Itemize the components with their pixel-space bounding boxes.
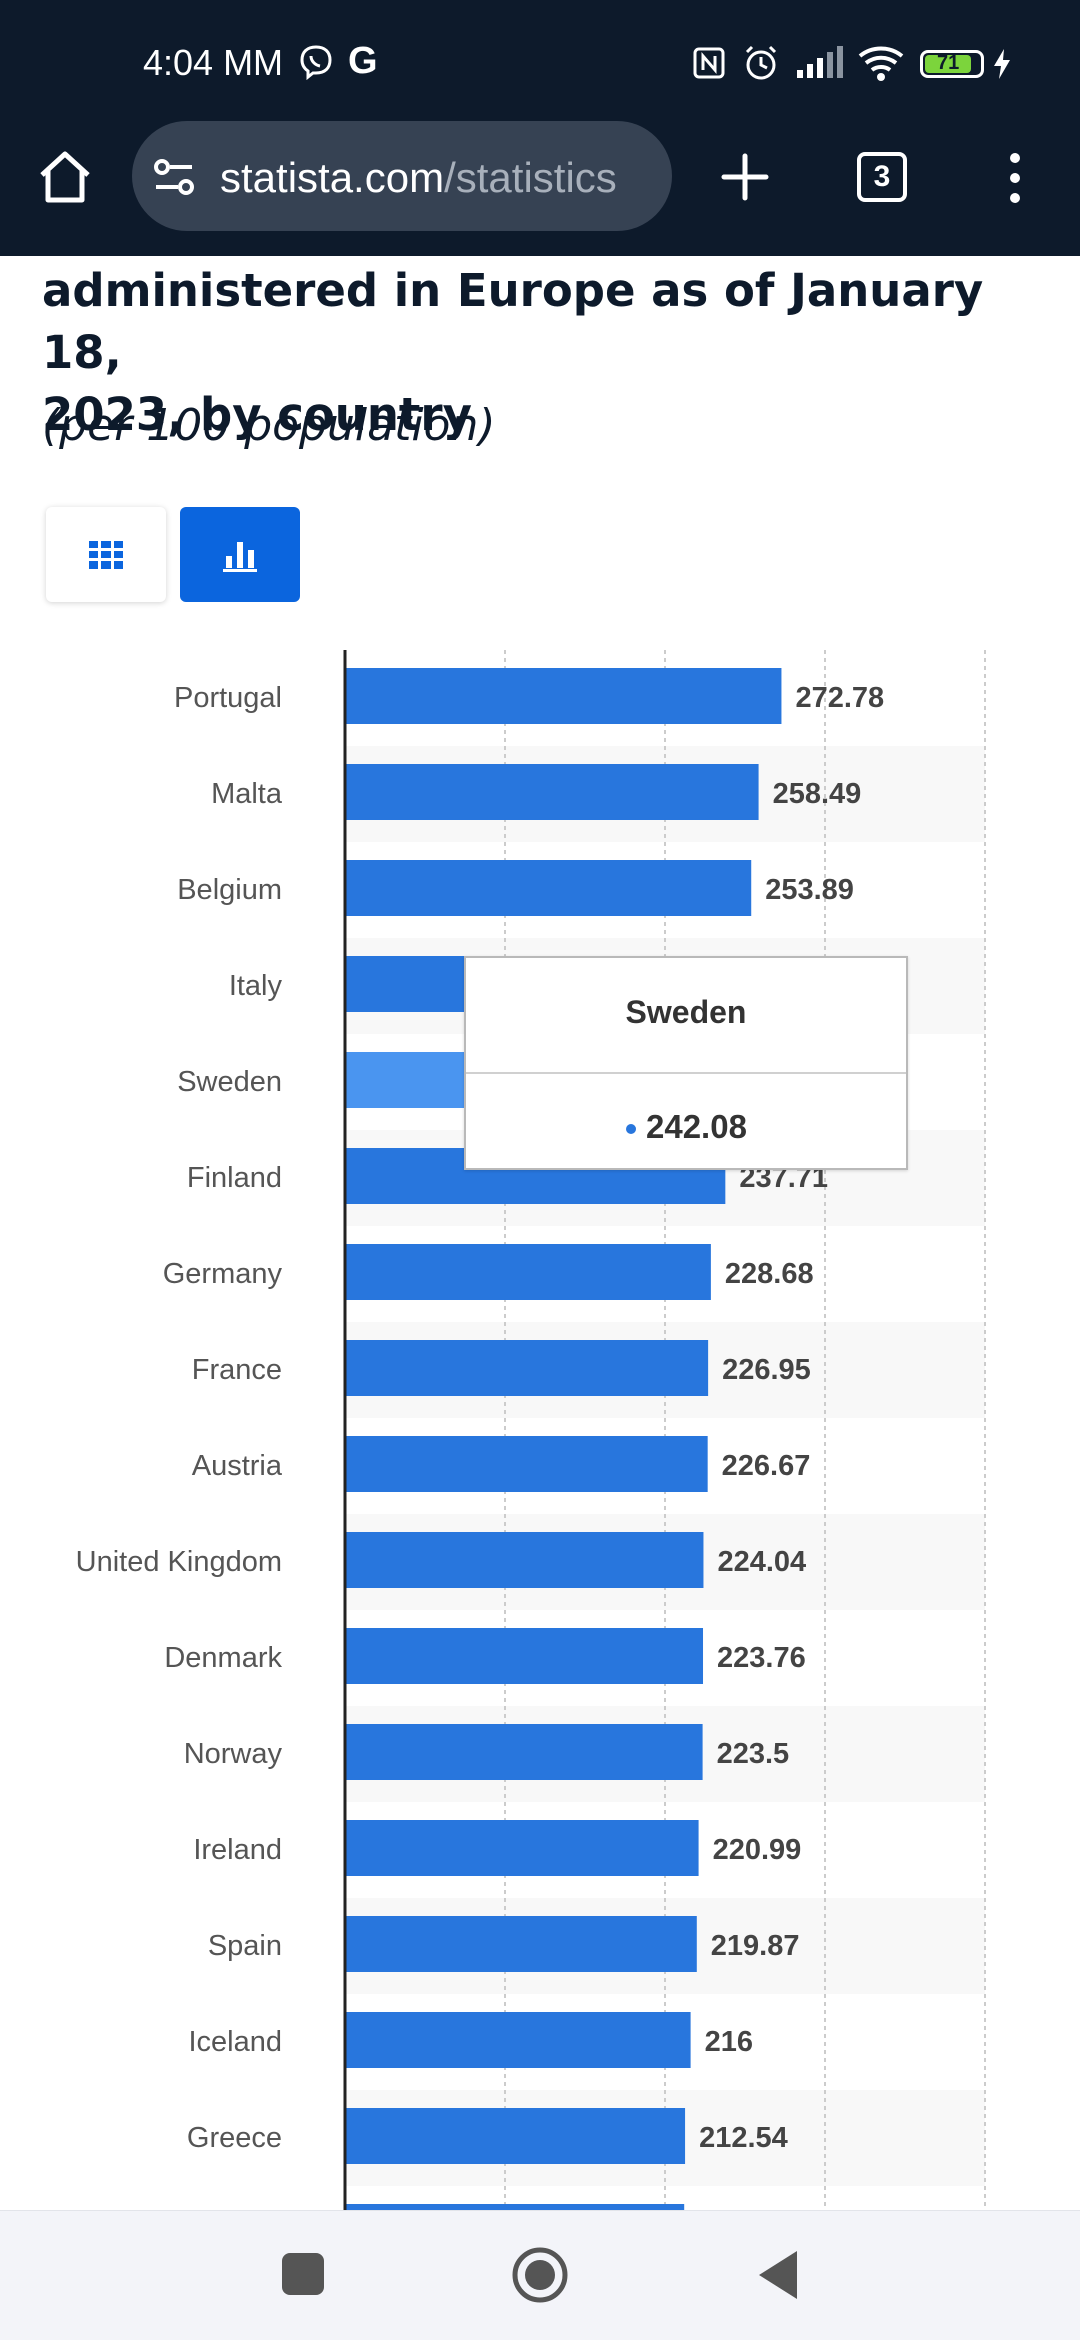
value-label: 272.78 (795, 682, 884, 714)
chart-view-button[interactable] (180, 507, 300, 602)
tooltip-value: 242.08 (646, 1108, 747, 1145)
recents-button[interactable] (280, 2251, 326, 2297)
category-label: Ireland (193, 1834, 282, 1866)
value-label: 253.89 (765, 874, 854, 906)
category-label: Italy (229, 970, 283, 1002)
status-time: 4:04 MM (143, 42, 284, 83)
tab-switcher-icon[interactable]: 3 (857, 152, 907, 202)
value-label: 220.99 (713, 1834, 802, 1866)
category-label: Norway (184, 1738, 283, 1770)
category-label: United Kingdom (76, 1546, 282, 1578)
home-icon[interactable] (36, 148, 94, 206)
system-navigation-bar (0, 2210, 1080, 2340)
value-label: 216 (705, 2026, 753, 2058)
bar-ireland[interactable] (345, 1820, 699, 1876)
bar-belgium[interactable] (345, 860, 752, 916)
bar-greece[interactable] (345, 2108, 686, 2164)
value-label: 228.68 (725, 1258, 814, 1290)
new-tab-icon[interactable] (720, 152, 770, 202)
nfc-icon (693, 47, 725, 79)
category-label: Greece (187, 2122, 282, 2154)
value-label: 219.87 (711, 1930, 800, 1962)
table-view-icon (89, 540, 123, 569)
site-settings-icon[interactable] (152, 155, 196, 199)
back-button[interactable] (755, 2249, 801, 2301)
value-label: 223.5 (717, 1738, 790, 1770)
tooltip-title: Sweden (625, 994, 747, 1030)
value-label: 223.76 (717, 1642, 806, 1674)
category-label: France (192, 1354, 282, 1386)
bar-austria[interactable] (345, 1436, 708, 1492)
more-icon[interactable] (1000, 148, 1030, 208)
chart-tooltip: Sweden 242.08 (464, 956, 908, 1170)
battery-icon: 71 (920, 50, 984, 78)
page-title-line-1: administered in Europe as of January 18, (42, 264, 984, 379)
signal-icon (797, 46, 843, 78)
category-label: Germany (163, 1258, 283, 1290)
viber-icon (300, 45, 332, 80)
bar-iceland[interactable] (345, 2012, 691, 2068)
bar-germany[interactable] (345, 1244, 711, 1300)
bar-united-kingdom[interactable] (345, 1532, 704, 1588)
bar-malta[interactable] (345, 764, 759, 820)
bar-denmark[interactable] (345, 1628, 704, 1684)
carrier-letter: G (348, 40, 378, 82)
address-bar[interactable] (132, 121, 672, 231)
category-label: Denmark (164, 1642, 282, 1674)
bar-partial[interactable] (345, 2204, 685, 2210)
page-subtitle: (per 100 population) (42, 400, 496, 451)
category-label: Spain (208, 1930, 282, 1962)
category-label: Portugal (174, 682, 282, 714)
value-label: 258.49 (773, 778, 862, 810)
tooltip-divider (466, 1072, 906, 1074)
category-label: Austria (192, 1450, 283, 1482)
page-title-line-2: 2023, by country (42, 388, 472, 441)
battery-level: 71 (937, 52, 960, 74)
category-label: Belgium (177, 874, 282, 906)
bar-portugal[interactable] (345, 668, 782, 724)
charging-icon (994, 49, 1010, 79)
category-label: Sweden (177, 1066, 282, 1098)
chart-view-icon (223, 541, 257, 572)
browser-toolbar: 4:04 MM G 71 (0, 0, 1080, 256)
tab-count: 3 (873, 160, 891, 193)
bar-france[interactable] (345, 1340, 709, 1396)
bar-norway[interactable] (345, 1724, 703, 1780)
bar-spain[interactable] (345, 1916, 697, 1972)
table-view-button[interactable] (46, 507, 166, 602)
tooltip-series-dot (626, 1124, 636, 1134)
category-label: Iceland (188, 2026, 282, 2058)
value-label: 226.95 (722, 1354, 811, 1386)
category-label: Finland (187, 1162, 282, 1194)
value-label: 212.54 (699, 2122, 788, 2154)
wifi-icon (858, 46, 904, 81)
value-label: 226.67 (722, 1450, 811, 1482)
url-text[interactable]: statista.com/statistics (220, 154, 650, 204)
alarm-icon (745, 45, 777, 80)
category-label: Malta (211, 778, 283, 810)
value-label: 224.04 (717, 1546, 806, 1578)
page-title: administered in Europe as of January 18,… (42, 260, 1042, 446)
bar-chart: Portugal Malta Belgium Italy Sweden Finland Ge… (76, 650, 986, 2210)
url-domain: statista.com (220, 154, 445, 201)
home-nav-button[interactable] (510, 2245, 570, 2305)
url-path: /statistics (444, 154, 617, 201)
